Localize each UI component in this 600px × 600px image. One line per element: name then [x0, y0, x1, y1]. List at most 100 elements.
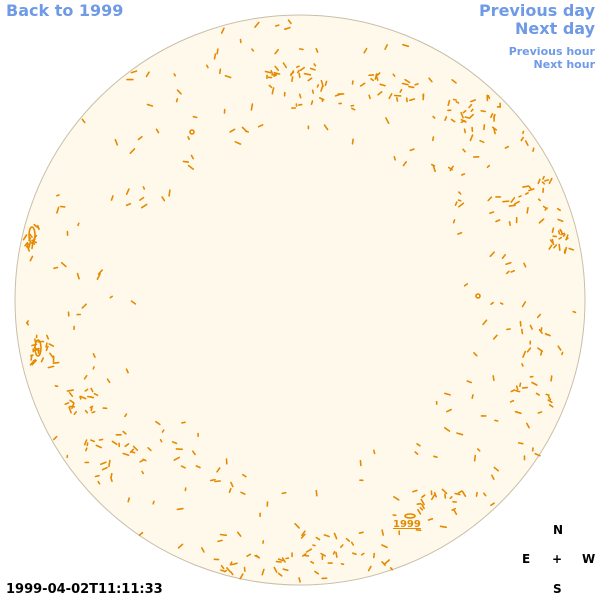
- contour-mark: [270, 69, 274, 76]
- contour-mark: [294, 522, 300, 529]
- contour-mark: [452, 219, 456, 224]
- contour-mark: [316, 84, 320, 88]
- contour-mark: [538, 328, 543, 334]
- contour-mark: [180, 465, 186, 469]
- next-hour-link[interactable]: Next hour: [533, 58, 596, 71]
- previous-hour-link[interactable]: Previous hour: [508, 45, 595, 58]
- contour-mark: [522, 130, 525, 135]
- contour-mark: [311, 89, 315, 94]
- contour-mark: [307, 77, 313, 82]
- contour-mark: [83, 374, 88, 380]
- contour-mark: [553, 244, 558, 249]
- back-to-year-link[interactable]: Back to 1999: [6, 1, 124, 20]
- contour-mark: [517, 442, 524, 445]
- contour-mark: [528, 186, 532, 190]
- contour-mark: [219, 533, 228, 537]
- contour-mark: [26, 245, 30, 252]
- contour-mark: [46, 334, 50, 340]
- contour-mark: [492, 334, 498, 340]
- contour-mark: [363, 47, 368, 54]
- contour-mark: [358, 531, 364, 534]
- contour-mark: [421, 494, 426, 498]
- next-day-link[interactable]: Next day: [515, 19, 595, 38]
- contour-mark: [444, 392, 451, 396]
- contour-mark: [388, 93, 393, 100]
- contour-mark: [129, 448, 135, 454]
- contour-mark: [416, 443, 421, 447]
- contour-mark: [177, 543, 184, 549]
- contour-mark: [529, 324, 533, 330]
- contour-mark: [230, 571, 234, 576]
- contour-mark: [414, 83, 419, 86]
- contour-mark: [315, 47, 319, 53]
- contour-mark: [392, 73, 396, 77]
- contour-mark: [475, 491, 478, 497]
- contour-mark: [124, 443, 130, 448]
- contour-mark: [492, 375, 495, 382]
- year-link[interactable]: 1999: [393, 519, 421, 530]
- contour-mark: [251, 48, 255, 52]
- contour-mark: [257, 124, 264, 128]
- contour-mark: [538, 218, 545, 224]
- contour-mark: [93, 392, 99, 397]
- contour-mark: [299, 66, 305, 72]
- contour-mark: [453, 508, 458, 516]
- contour-mark: [521, 363, 524, 367]
- compass-south-label: S: [553, 582, 562, 596]
- contour-mark: [449, 165, 454, 172]
- contour-mark: [171, 441, 178, 445]
- contour-mark: [187, 136, 190, 141]
- previous-day-link[interactable]: Previous day: [478, 1, 595, 20]
- contour-mark: [381, 529, 384, 536]
- contour-mark: [460, 118, 467, 123]
- contour-mark: [122, 452, 130, 456]
- contour-mark: [479, 139, 485, 144]
- contour-mark: [557, 218, 564, 223]
- contour-mark: [350, 541, 355, 546]
- contour-mark: [537, 198, 541, 202]
- contour-mark: [408, 85, 415, 89]
- contour-mark: [77, 222, 80, 227]
- contour-mark: [470, 99, 477, 103]
- contour-mark: [125, 188, 130, 195]
- contour-mark: [483, 492, 487, 497]
- contour-loop: [28, 226, 36, 244]
- contour-mark: [444, 427, 451, 432]
- contour-mark: [540, 350, 543, 356]
- contour-mark: [333, 532, 338, 540]
- contour-mark: [246, 553, 252, 557]
- contour-mark: [340, 544, 344, 548]
- contour-mark: [468, 103, 473, 109]
- contour-mark: [76, 272, 80, 280]
- contour-mark: [310, 560, 315, 564]
- contour-mark: [161, 196, 166, 202]
- solar-disk: [14, 14, 586, 586]
- contour-mark: [460, 111, 464, 119]
- contour-mark: [544, 207, 548, 211]
- contour-mark: [45, 345, 49, 352]
- contour-mark: [60, 261, 67, 268]
- contour-mark: [298, 93, 302, 99]
- contour-mark: [508, 221, 511, 226]
- contour-mark: [274, 48, 279, 55]
- contour-mark: [234, 141, 242, 145]
- contour-mark: [142, 458, 147, 462]
- contour-mark: [84, 409, 89, 414]
- contour-mark: [159, 438, 163, 443]
- contour-mark: [190, 154, 194, 160]
- contour-mark: [30, 355, 33, 361]
- contour-mark: [463, 128, 467, 134]
- contour-mark: [548, 404, 554, 408]
- contour-mark: [52, 361, 60, 364]
- contour-mark: [110, 195, 114, 201]
- contour-mark: [324, 80, 328, 86]
- contour-mark: [545, 393, 550, 396]
- contour-mark: [412, 489, 418, 493]
- contour-mark: [376, 72, 381, 76]
- contour-mark: [526, 347, 532, 353]
- contour-mark: [241, 126, 248, 133]
- contour-mark: [556, 207, 561, 212]
- contour-mark: [421, 503, 425, 510]
- contour-mark: [568, 247, 575, 251]
